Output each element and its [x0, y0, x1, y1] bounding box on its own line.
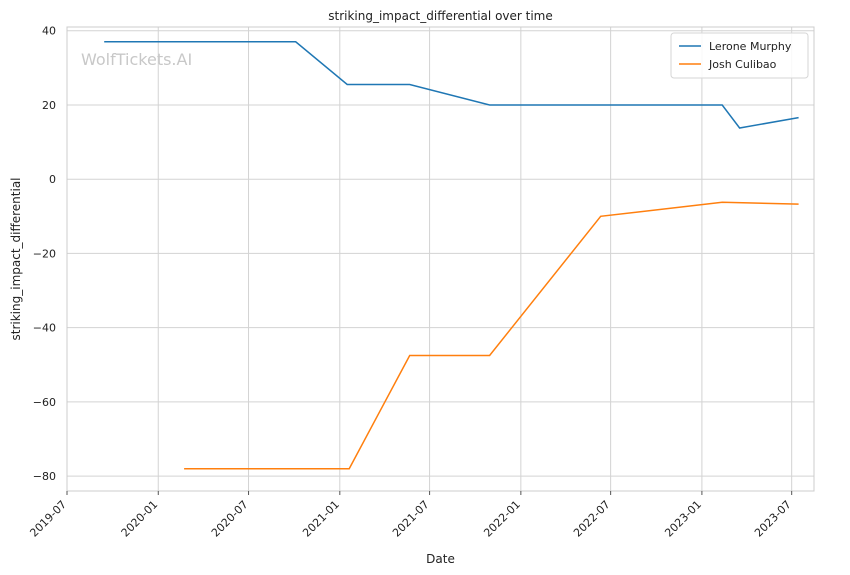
plot-frame — [66, 26, 815, 492]
y-tick-label: 0 — [49, 173, 56, 186]
y-tick-label: −40 — [33, 322, 56, 335]
y-tick-label: 20 — [42, 99, 56, 112]
watermark-text: WolfTickets.AI — [81, 50, 192, 69]
legend-label-0: Lerone Murphy — [709, 40, 792, 53]
legend: Lerone Murphy Josh Culibao — [670, 32, 809, 79]
series-line-0 — [104, 41, 799, 129]
y-tick-label: −80 — [33, 470, 56, 483]
legend-box — [670, 32, 809, 79]
chart-title: striking_impact_differential over time — [328, 9, 553, 23]
y-axis-ticks: −80 −60 −40 −20 0 20 40 — [33, 25, 56, 483]
y-tick-label: 40 — [42, 25, 56, 38]
legend-label-1: Josh Culibao — [708, 58, 777, 71]
x-axis-label: Date — [426, 552, 455, 566]
y-axis-label: striking_impact_differential — [9, 177, 23, 340]
series-line-1 — [184, 201, 799, 470]
y-tick-label: −60 — [33, 396, 56, 409]
series-lines — [104, 41, 799, 470]
y-tick-label: −20 — [33, 247, 56, 260]
